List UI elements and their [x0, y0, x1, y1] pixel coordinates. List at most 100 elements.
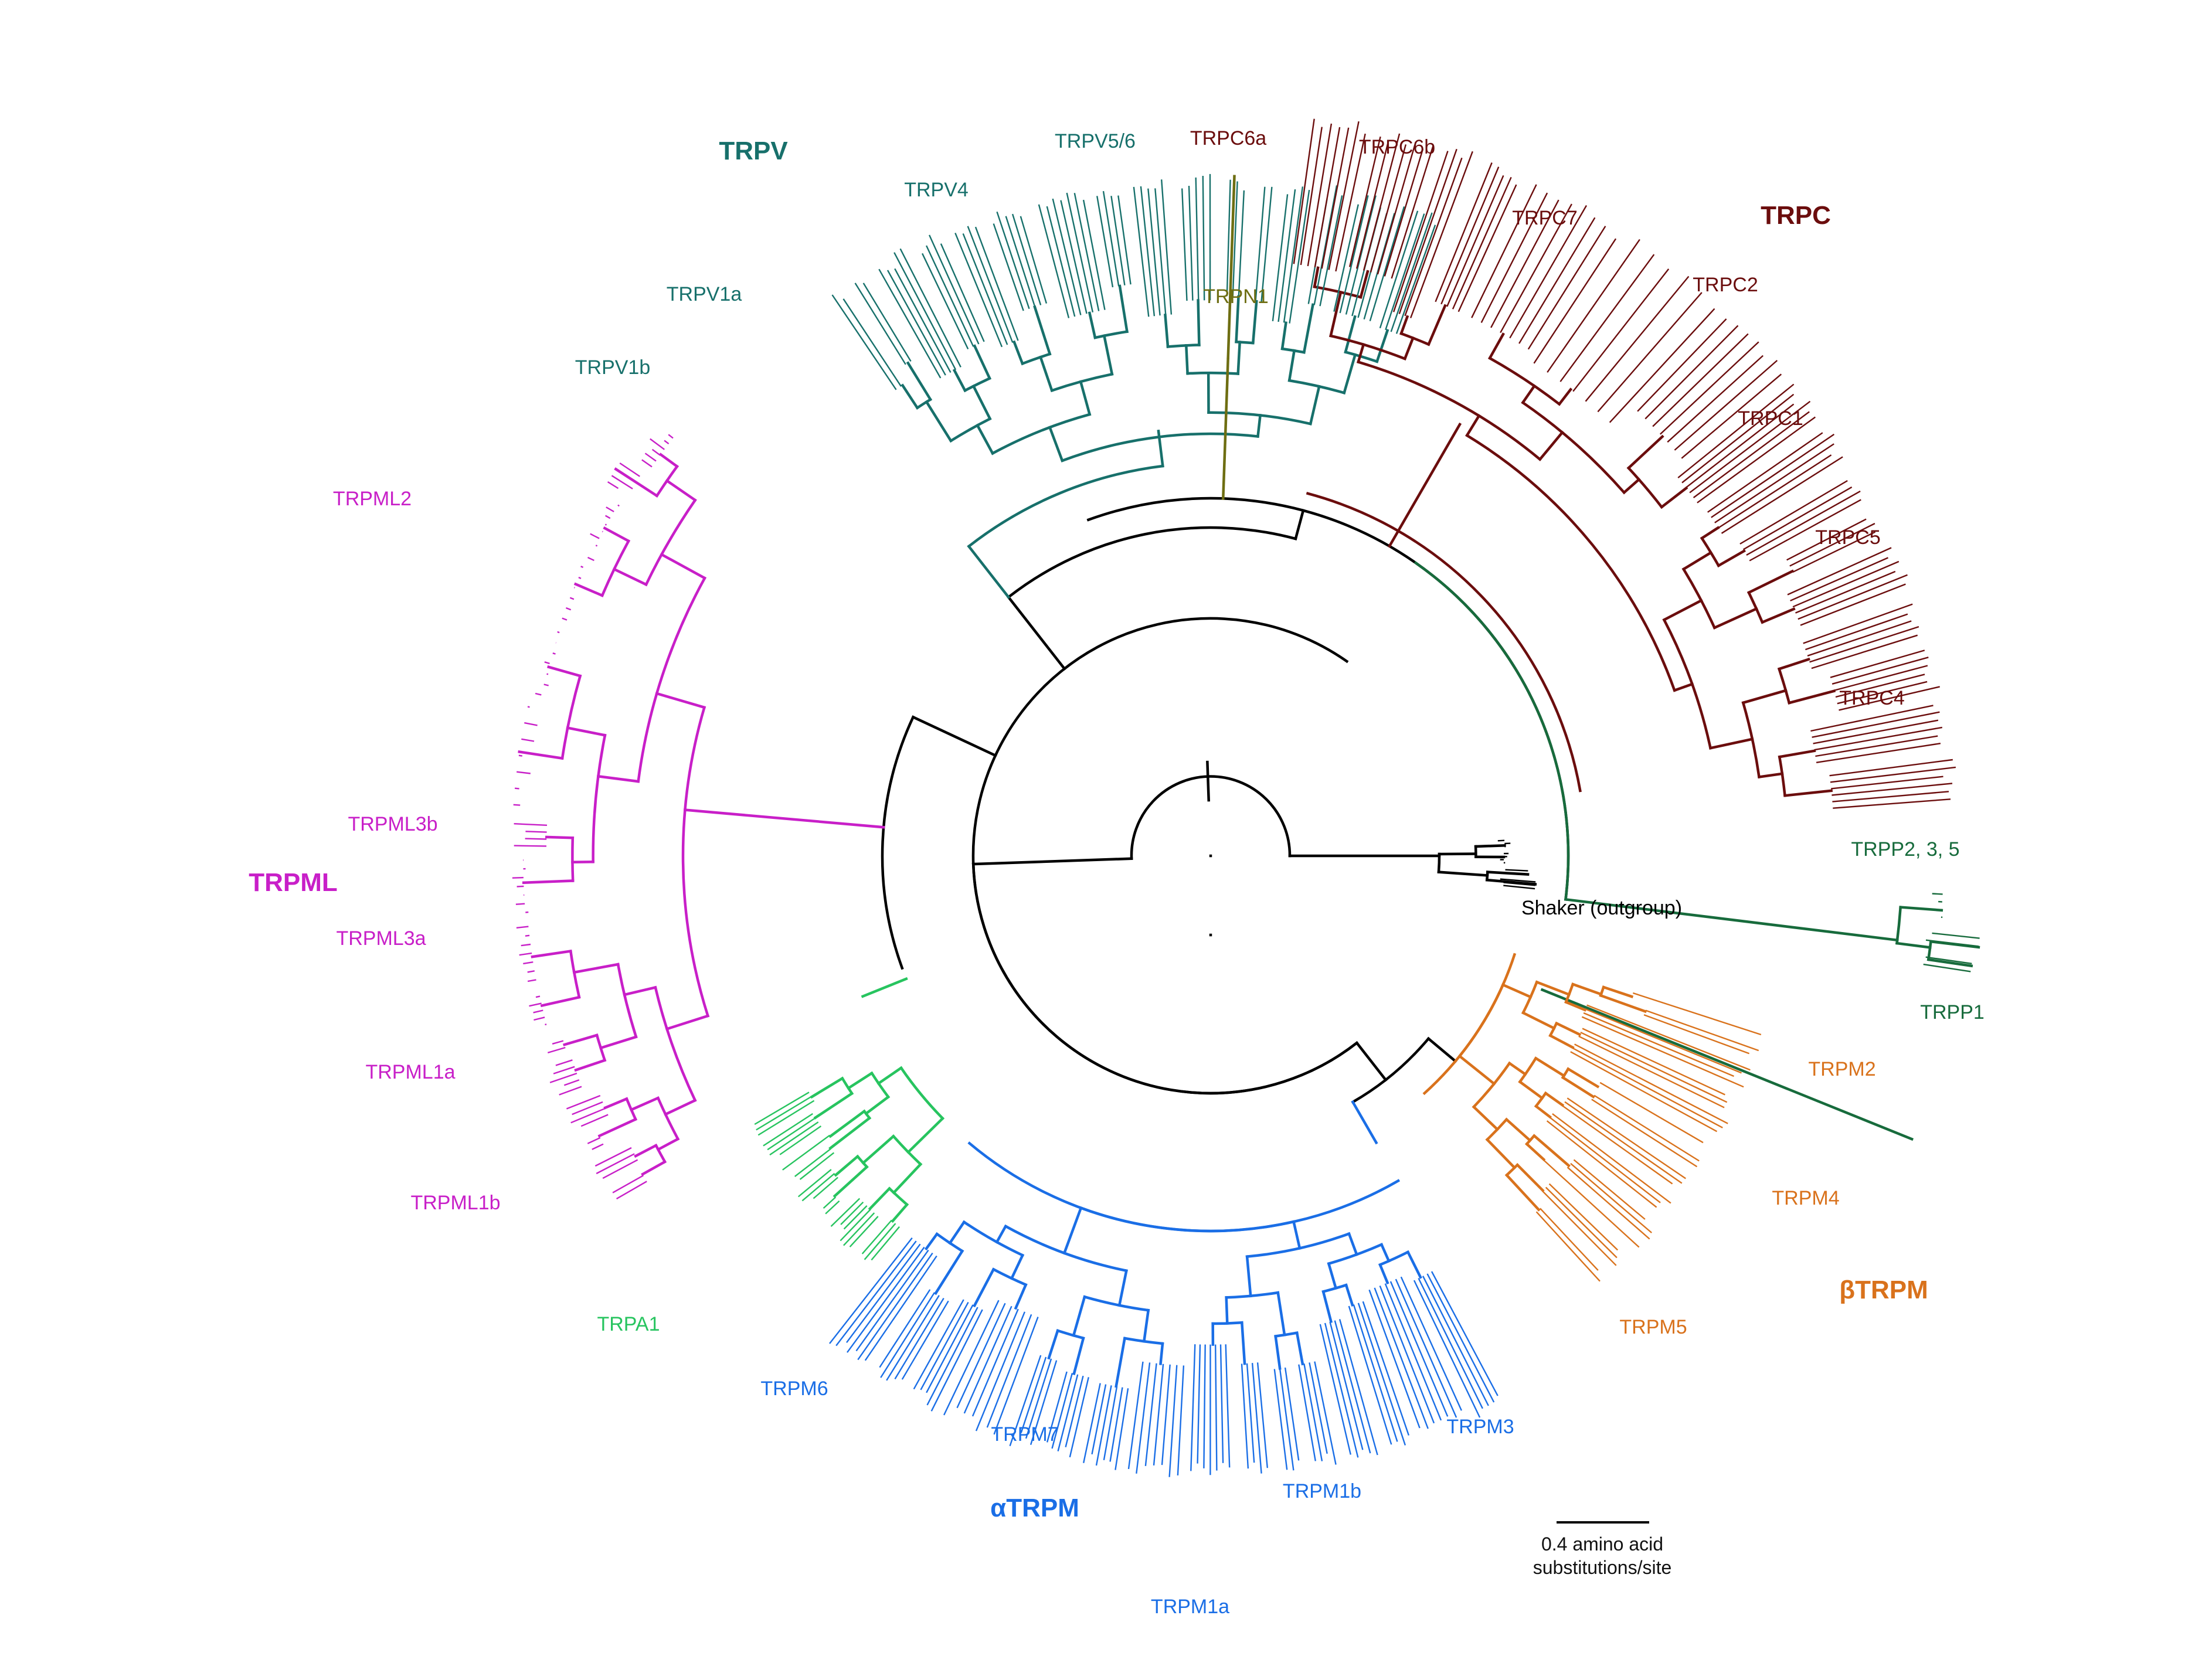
atrpm-tip [1309, 1362, 1328, 1454]
trpml-node [656, 1096, 680, 1141]
clade-label-trpml2: TRPML2 [333, 488, 412, 510]
trpa1-node [869, 1071, 891, 1099]
atrpm-tip [1273, 1369, 1288, 1470]
trpc-tip [1490, 199, 1559, 328]
atrpm-tip [1362, 1301, 1410, 1436]
trpc-branch [1747, 569, 1795, 594]
trpv-tip [1161, 179, 1173, 315]
ingroup-branch [971, 857, 1133, 866]
trpv-tip [954, 232, 1003, 348]
trpc-tip [1833, 665, 1928, 692]
trpml-tip [668, 434, 674, 439]
btrpm-branch [1521, 1011, 1556, 1031]
atrpm-tip [913, 1299, 964, 1390]
trpml-tip [592, 1143, 604, 1150]
trpc-tip [1348, 136, 1381, 267]
trpa1-node [891, 1134, 923, 1167]
clade-label-trpv1a: TRPV1a [667, 283, 742, 305]
trpml-branch [655, 692, 706, 709]
atrpm-tip [1431, 1271, 1499, 1396]
trpa1-tip [799, 1152, 835, 1180]
atrpm-tip [1384, 1283, 1442, 1421]
atrpm-tip [1426, 1273, 1495, 1403]
trpc-tip [1832, 657, 1929, 685]
trpv-tip [893, 252, 957, 370]
trpv-tip [1011, 213, 1042, 305]
root-branch [1206, 760, 1211, 802]
atrpm-branch [1245, 1255, 1252, 1298]
trpc-tip [1609, 308, 1715, 423]
trpv-tip [1046, 206, 1076, 317]
trpa1-tip [794, 1148, 831, 1177]
trpp235-node [1895, 906, 1902, 945]
trpv-tip [1181, 188, 1188, 301]
atrpm-tip [1357, 1303, 1406, 1446]
trpml-tip [590, 533, 600, 539]
atrpm-tip [1298, 1364, 1316, 1461]
trpv-node [1166, 344, 1201, 348]
trpv-branch [1280, 321, 1287, 351]
trpa1-branch [868, 1186, 892, 1211]
trpml-branch [641, 1159, 667, 1176]
trpml-tip [595, 545, 598, 547]
trpv-tip [1255, 186, 1266, 302]
btrpm-tip [1552, 1113, 1671, 1204]
trpv-tip [1379, 210, 1419, 329]
trpv-tip [842, 298, 902, 387]
btrpm-tip [1567, 1167, 1650, 1240]
trpv-branch [952, 368, 967, 393]
atrpm-tip [963, 1305, 1012, 1414]
trpml-branch [572, 963, 620, 974]
atrpm-branch [1047, 1329, 1059, 1360]
atrpm-tip [1279, 1368, 1294, 1471]
trpa1-branch [833, 1165, 869, 1198]
trpv-branch [1012, 340, 1024, 366]
trpv-tip [886, 270, 946, 376]
atrpm-branch [973, 1267, 995, 1308]
trpc-tip [1803, 603, 1913, 644]
atrpm-arc [967, 1141, 1401, 1233]
trpc-tip [1509, 205, 1588, 339]
trpml-tip [596, 1153, 635, 1175]
clade-label-trpc5: TRPC5 [1815, 526, 1880, 549]
trpp235-tip [1932, 893, 1943, 895]
trpc-tip [1707, 432, 1823, 513]
trpc-tip [1832, 791, 1949, 803]
trpv-tip [926, 245, 974, 347]
atrpm-tip [864, 1255, 937, 1361]
trpm-stem [1355, 1040, 1388, 1082]
clade-label-trpm3: TRPM3 [1446, 1416, 1514, 1438]
atrpm-tip [846, 1243, 921, 1344]
trpn-stem [1221, 356, 1230, 500]
trpml-tip [545, 1023, 547, 1026]
trpc-tip [1837, 681, 1928, 705]
trpc-branch [1757, 772, 1784, 779]
trpc-tip [1321, 127, 1350, 269]
trpml-tip [533, 1009, 543, 1014]
trpml-tip [615, 468, 633, 481]
trpc-node [1700, 536, 1721, 567]
trpa1-branch [834, 1154, 859, 1177]
lower-left-stem [911, 715, 997, 757]
trpc-tip [1835, 674, 1925, 698]
clade-label-trpm2: TRPM2 [1808, 1058, 1875, 1080]
trpv-branch [1342, 353, 1357, 395]
trpc-tip [1314, 127, 1341, 268]
trpv-tip [967, 226, 1014, 343]
trpc-tip [1457, 184, 1517, 312]
trpc-tip [1800, 583, 1906, 626]
trpc-branch [1660, 486, 1688, 509]
trpml-node [616, 963, 638, 1039]
trpv-arc [967, 464, 1164, 549]
clade-label-trpc4: TRPC4 [1839, 687, 1904, 709]
atrpm-branch [1327, 1261, 1338, 1290]
trpml-tip [563, 1079, 580, 1086]
trpc-branch [1761, 607, 1796, 624]
trpv-tip [1333, 204, 1359, 312]
atrpm-tip [1161, 1364, 1171, 1465]
trpc-branch [1712, 607, 1758, 630]
atrpm-tip [1353, 1304, 1398, 1442]
btrpm-tip [1540, 1208, 1599, 1271]
trpc-tip [1798, 574, 1908, 620]
